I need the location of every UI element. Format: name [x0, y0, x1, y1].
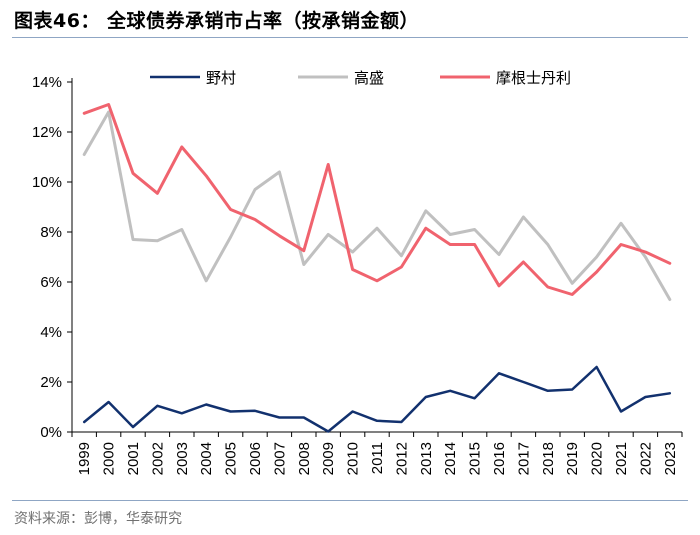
x-tick-label: 2014 [442, 442, 459, 475]
x-tick-label: 2022 [637, 442, 654, 475]
x-tick-label: 2018 [540, 442, 557, 475]
x-tick-label: 2012 [393, 442, 410, 475]
x-tick-label: 2017 [515, 442, 532, 475]
x-tick-label: 2008 [296, 442, 313, 475]
y-tick-label: 10% [32, 174, 62, 191]
y-tick-label: 4% [40, 324, 62, 341]
x-tick-label: 2004 [198, 442, 215, 475]
x-tick-label: 2023 [662, 442, 679, 475]
y-tick-label: 6% [40, 274, 62, 291]
y-tick-label: 14% [32, 74, 62, 91]
x-tick-label: 2006 [247, 442, 264, 475]
x-tick-label: 2021 [613, 442, 630, 475]
x-tick-label: 2020 [589, 442, 606, 475]
x-tick-label: 2007 [271, 442, 288, 475]
legend-label-3: 摩根士丹利 [496, 69, 571, 87]
x-tick-label: 2019 [564, 442, 581, 475]
legend-label-1: 野村 [206, 69, 236, 87]
x-tick-label: 2002 [149, 442, 166, 475]
x-tick-label: 2000 [101, 442, 118, 475]
x-tick-label: 2011 [369, 442, 386, 474]
y-tick-label: 0% [40, 424, 62, 441]
y-tick-label: 8% [40, 224, 62, 241]
x-tick-label: 2016 [491, 442, 508, 475]
x-tick-label: 2003 [174, 442, 191, 475]
title-divider [12, 37, 688, 38]
series-line-2 [82, 110, 672, 301]
x-tick-label: 2001 [125, 442, 142, 475]
chart-title: 图表46： 全球债券承销市占率（按承销金额） [14, 10, 420, 32]
x-tick-label: 2013 [418, 442, 435, 475]
x-tick-label: 2005 [223, 442, 240, 475]
x-tick-label: 2009 [320, 442, 337, 475]
y-tick-label: 12% [32, 124, 62, 141]
x-tick-label: 2015 [467, 442, 484, 475]
y-tick-label: 2% [40, 374, 62, 391]
source-note: 资料来源：彭博，华泰研究 [14, 511, 182, 527]
x-tick-label: 1999 [76, 442, 93, 475]
series-line-3 [82, 103, 672, 296]
x-tick-label: 2010 [345, 442, 362, 475]
footer-divider [12, 500, 688, 501]
series-line-1 [82, 365, 672, 433]
legend-label-2: 高盛 [354, 69, 384, 87]
